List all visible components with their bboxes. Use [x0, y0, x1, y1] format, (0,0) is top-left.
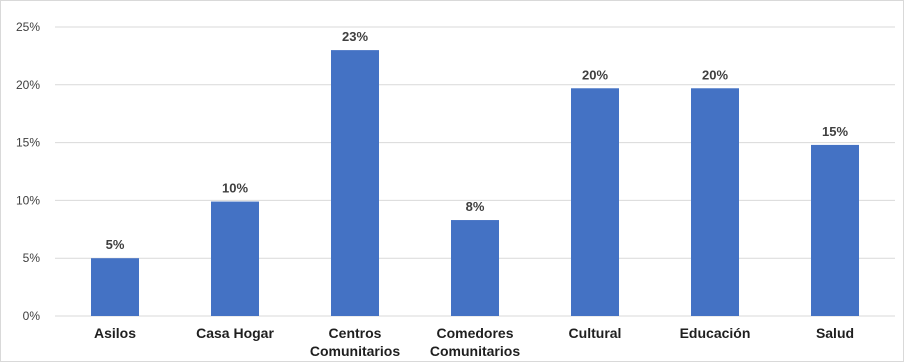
bar [691, 88, 739, 316]
gridlines [55, 26, 895, 317]
data-label: 10% [222, 181, 248, 196]
x-category-label-line: Educación [680, 325, 751, 341]
x-category-label: Educación [680, 325, 751, 341]
y-tick-label: 5% [23, 251, 41, 265]
x-category-label: Casa Hogar [196, 325, 274, 341]
y-axis-ticks: 0% 5% 10% 15% 20% 25% [16, 20, 40, 323]
data-label: 20% [582, 67, 608, 82]
data-label: 15% [822, 124, 848, 139]
x-category-label: Centros Comunitarios [310, 325, 400, 359]
y-tick-label: 25% [16, 20, 40, 34]
x-category-label: Cultural [569, 325, 622, 341]
data-label: 23% [342, 29, 368, 44]
y-tick-label: 15% [16, 136, 40, 150]
x-category-label-line: Cultural [569, 325, 622, 341]
x-category-label-line: Comunitarios [430, 343, 520, 359]
x-category-label-line: Centros [329, 325, 382, 341]
y-tick-label: 0% [23, 309, 41, 323]
bar [91, 258, 139, 316]
x-axis-categories: Asilos Casa Hogar Centros ComunitariosComed… [94, 325, 854, 359]
bar [451, 220, 499, 316]
data-labels: 5% 10% 23% 8% 20% 20% 15% [106, 29, 849, 252]
bar [811, 144, 859, 316]
bar [211, 201, 259, 316]
x-category-label-line: Asilos [94, 325, 136, 341]
y-tick-label: 20% [16, 78, 40, 92]
bar [571, 88, 619, 316]
x-category-label: Comedores Comunitarios [430, 325, 520, 359]
data-label: 20% [702, 67, 728, 82]
x-category-label-line: Comedores [436, 325, 513, 341]
x-category-label-line: Comunitarios [310, 343, 400, 359]
bar [331, 50, 379, 317]
x-category-label: Salud [816, 325, 854, 341]
x-category-label: Asilos [94, 325, 136, 341]
bars [91, 50, 859, 317]
x-category-label-line: Salud [816, 325, 854, 341]
x-category-label-line: Casa Hogar [196, 325, 274, 341]
y-tick-label: 10% [16, 193, 40, 207]
data-label: 8% [466, 199, 485, 214]
data-label: 5% [106, 237, 125, 252]
